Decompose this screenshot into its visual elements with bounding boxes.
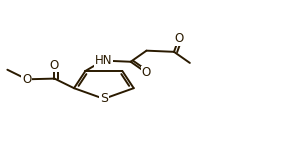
Text: O: O	[142, 66, 151, 79]
Text: O: O	[174, 32, 183, 45]
Text: O: O	[50, 59, 59, 72]
Text: O: O	[22, 73, 32, 86]
Text: HN: HN	[94, 54, 112, 67]
Text: S: S	[100, 92, 108, 105]
